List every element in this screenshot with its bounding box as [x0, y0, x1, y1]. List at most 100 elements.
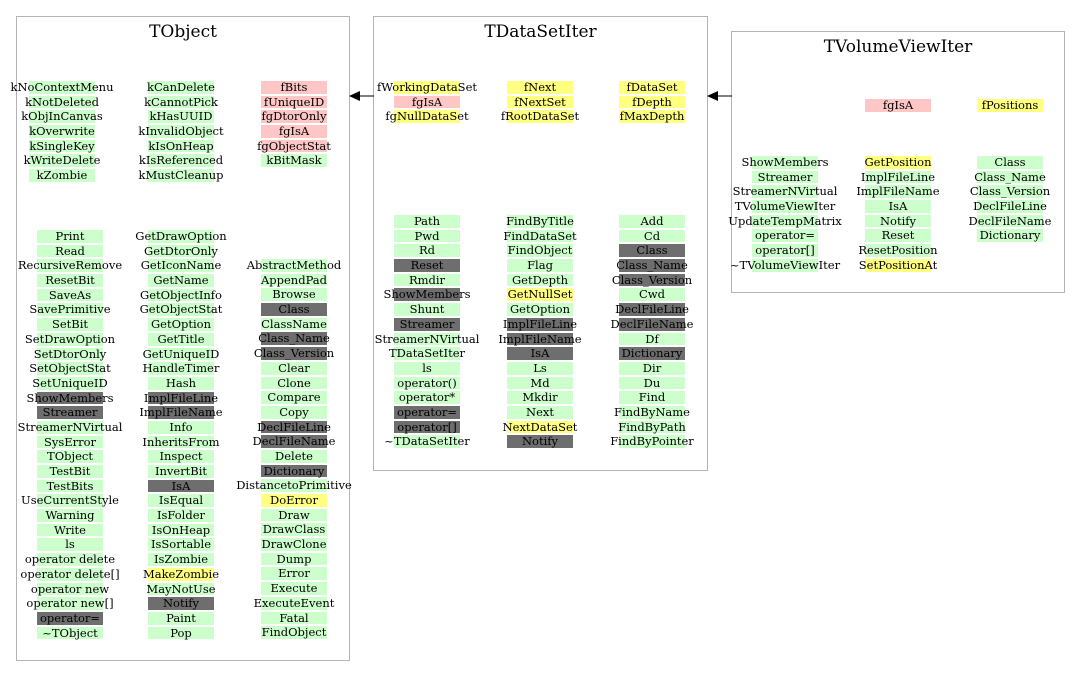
member-entry: Class_Version: [950, 184, 1070, 199]
member-highlight: [261, 479, 327, 492]
member-label: Notify: [521, 434, 559, 449]
member-highlight: [37, 450, 103, 463]
member-entry: operator new[]: [10, 596, 130, 611]
member-highlight: [37, 597, 103, 610]
member-highlight: [619, 435, 685, 448]
member-highlight: [619, 317, 685, 331]
member-label: DeclFileLine: [973, 199, 1047, 214]
member-label: DeclFileName: [252, 434, 336, 449]
member-highlight: [977, 200, 1043, 213]
member-highlight: [148, 362, 214, 375]
member-entry: Reset: [838, 228, 958, 243]
member-highlight: [37, 244, 103, 258]
member-highlight: [619, 244, 685, 258]
member-highlight: [865, 185, 931, 199]
member-entry: StreamerNVirtual: [725, 184, 845, 199]
member-entry: ClassName: [234, 317, 354, 332]
member-entry: ls: [367, 361, 487, 376]
member-label: Error: [278, 566, 310, 581]
member-highlight: [148, 288, 214, 302]
member-label: GetNullSet: [507, 287, 573, 302]
member-highlight: [507, 244, 573, 258]
member-entry: IsFolder: [121, 508, 241, 523]
member-entry: fPositions: [950, 98, 1070, 113]
member-highlight: [37, 420, 103, 434]
member-label: FindObject: [507, 243, 573, 258]
member-entry: operator=: [725, 228, 845, 243]
member-label: Class: [994, 155, 1026, 169]
member-entry: Dump: [234, 552, 354, 567]
member-label: kMustCleanup: [138, 168, 224, 183]
member-entry: fgNullDataSet: [367, 109, 487, 124]
member-column: AbstractMethod AppendPad Browse Class ClassN…: [234, 258, 354, 640]
member-highlight: [619, 215, 685, 228]
member-highlight: [261, 303, 327, 316]
member-highlight: [865, 156, 931, 169]
member-label: UseCurrentStyle: [21, 493, 119, 508]
member-highlight: [261, 508, 327, 522]
member-label: Dir: [642, 360, 662, 375]
member-label: Inspect: [159, 449, 203, 464]
member-entry: GetTitle: [121, 332, 241, 347]
member-label: FindDataSet: [503, 228, 577, 243]
member-entry: DrawClone: [234, 537, 354, 552]
member-entry: UseCurrentStyle: [10, 493, 130, 508]
member-entry: Md: [480, 376, 600, 391]
member-label: fBits: [280, 80, 308, 94]
member-highlight: [37, 332, 103, 346]
member-label: operator(): [397, 375, 457, 390]
member-highlight: [37, 553, 103, 566]
member-entry: FindObject: [480, 243, 600, 258]
member-column: fWorkingDataSet fgIsA fgNullDataSet: [367, 80, 487, 124]
member-highlight: [261, 259, 327, 272]
member-entry: kNoContextMenu: [2, 80, 122, 95]
member-label: InheritsFrom: [142, 434, 220, 449]
member-entry: fUniqueID: [234, 95, 354, 110]
member-entry: Class_Version: [234, 346, 354, 361]
member-highlight: [261, 95, 327, 109]
member-entry: StreamerNVirtual: [367, 332, 487, 347]
member-entry: operator(): [367, 376, 487, 391]
member-label: fgIsA: [278, 124, 310, 139]
member-entry: operator*: [367, 390, 487, 405]
member-highlight: [148, 611, 214, 625]
member-label: Dictionary: [263, 463, 325, 478]
member-label: Pwd: [414, 228, 440, 243]
member-label: Rmdir: [408, 272, 446, 287]
member-label: ImplFileLine: [143, 390, 219, 405]
member-column: fPositions: [950, 98, 1070, 113]
member-highlight: [507, 391, 573, 404]
member-label: fgIsA: [411, 94, 443, 109]
member-highlight: [507, 215, 573, 228]
member-entry: ShowMembers: [725, 155, 845, 170]
member-entry: AbstractMethod: [234, 258, 354, 273]
member-entry: DeclFileLine: [950, 199, 1070, 214]
member-entry: Dir: [592, 361, 712, 376]
member-entry: Class_Name: [592, 258, 712, 273]
member-highlight: [148, 332, 214, 346]
member-entry: kOverwrite: [2, 124, 122, 139]
member-label: StreamerNVirtual: [17, 419, 123, 434]
member-label: GetObjectStat: [139, 302, 223, 317]
member-label: fUniqueID: [263, 94, 325, 109]
member-entry: GetOption: [121, 317, 241, 332]
member-entry: fMaxDepth: [592, 109, 712, 124]
member-label: fMaxDepth: [619, 109, 685, 124]
member-highlight: [394, 391, 460, 404]
member-highlight: [619, 420, 685, 434]
member-label: GetIconName: [140, 258, 222, 273]
member-highlight: [29, 81, 95, 94]
member-highlight: [619, 259, 685, 272]
member-highlight: [148, 110, 214, 124]
member-entry: DrawClass: [234, 522, 354, 537]
member-label: SetDrawOption: [24, 331, 116, 346]
member-entry: ImplFileName: [121, 405, 241, 420]
member-highlight: [37, 274, 103, 287]
member-label: TestBits: [46, 478, 94, 493]
member-entry: fNext: [480, 80, 600, 95]
member-label: Class_Version: [253, 346, 335, 361]
member-entry: Cd: [592, 229, 712, 244]
member-entry: Df: [592, 332, 712, 347]
member-highlight: [261, 361, 327, 375]
member-highlight: [619, 229, 685, 243]
